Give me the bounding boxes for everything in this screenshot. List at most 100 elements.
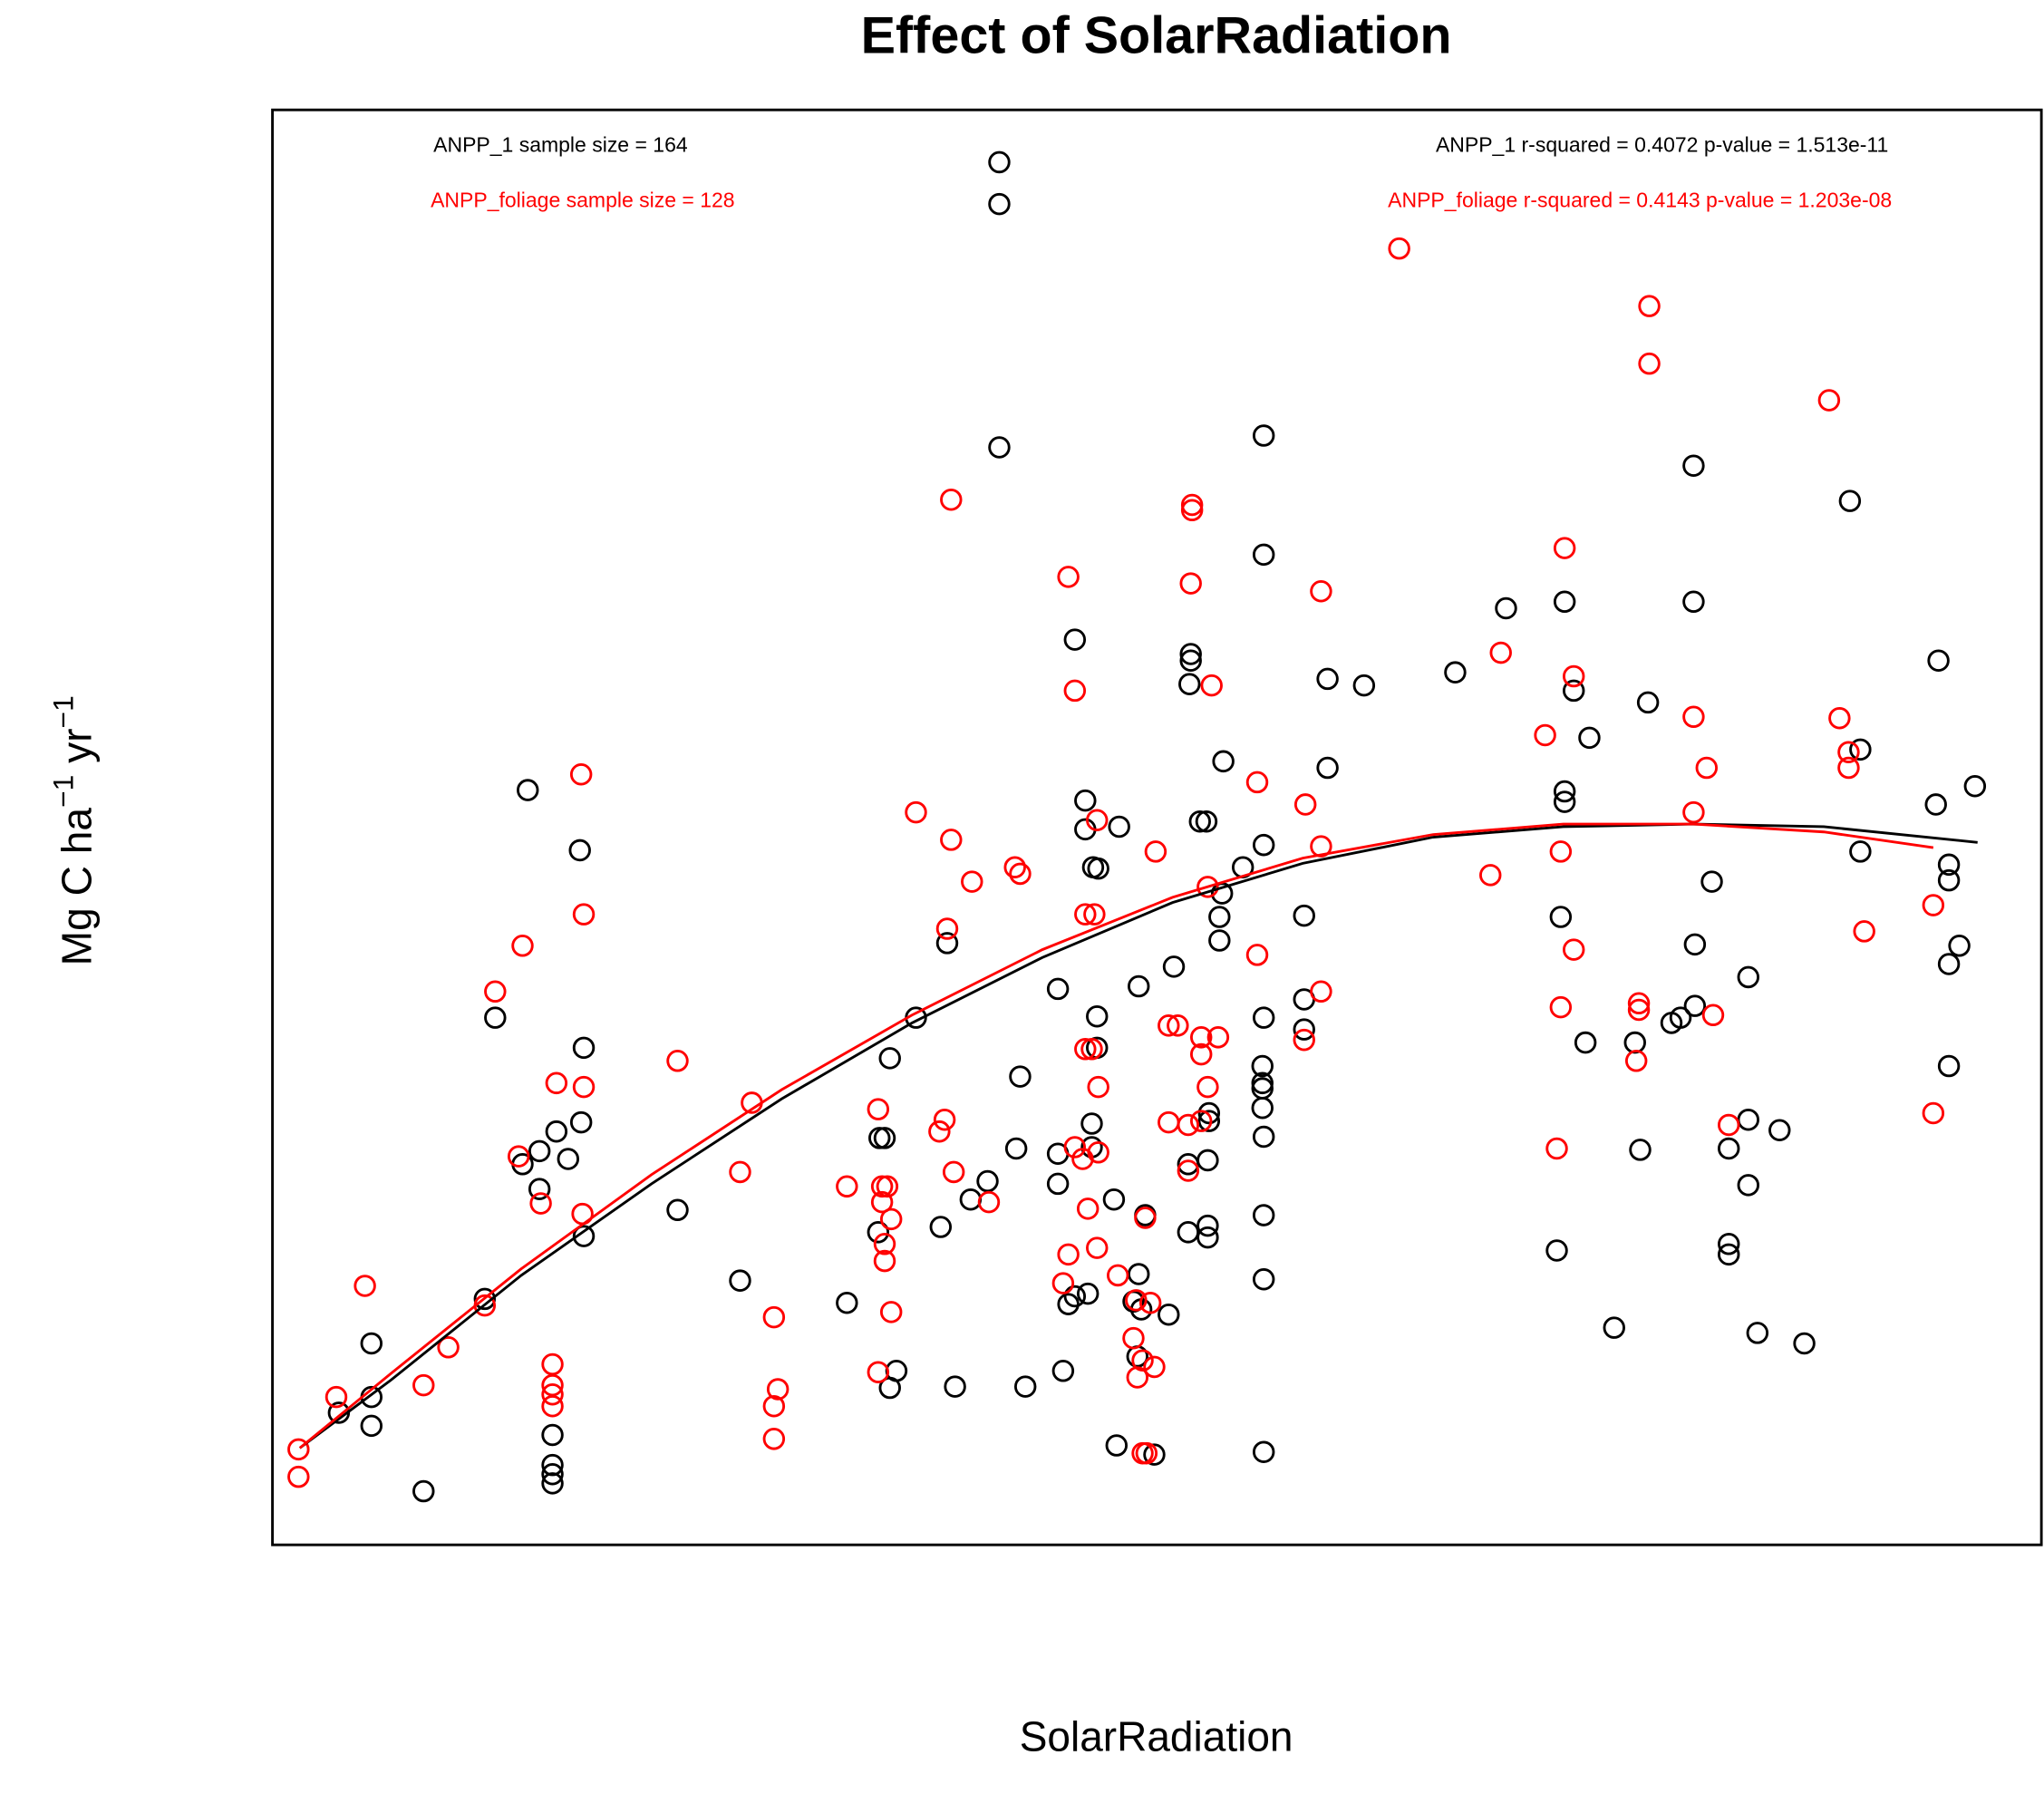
scatter-point	[1057, 1293, 1080, 1315]
scatter-point	[1128, 974, 1150, 998]
scatter-point	[988, 436, 1011, 459]
scatter-point	[867, 1098, 890, 1120]
x-axis-label: SolarRadiation	[1020, 1712, 1293, 1760]
scatter-point	[1189, 1110, 1213, 1132]
scatter-point	[1200, 674, 1223, 697]
scatter-point	[528, 1139, 551, 1163]
scatter-point	[1927, 649, 1950, 672]
scatter-point	[1143, 1443, 1166, 1466]
scatter-point	[1087, 1075, 1109, 1099]
scatter-point	[1495, 596, 1517, 620]
scatter-point	[1310, 579, 1332, 603]
scatter-point	[905, 800, 927, 824]
scatter-point	[666, 1050, 689, 1072]
scatter-point	[867, 1361, 890, 1383]
scatter-point	[1627, 992, 1651, 1015]
scatter-point	[1853, 920, 1875, 943]
scatter-point	[1682, 590, 1705, 614]
scatter-point	[507, 1145, 530, 1168]
scatter-point	[762, 1428, 786, 1450]
scatter-point	[1046, 1172, 1070, 1196]
scatter-point	[666, 1198, 689, 1222]
scatter-point	[1638, 352, 1661, 375]
scatter-point	[1189, 1026, 1213, 1049]
scatter-point	[1135, 1441, 1158, 1465]
scatter-point	[1076, 1197, 1099, 1220]
scatter-point	[1108, 815, 1130, 839]
scatter-point	[1252, 833, 1275, 857]
scatter-point	[1553, 537, 1576, 559]
scatter-point	[1683, 994, 1707, 1017]
scatter-point	[940, 488, 963, 511]
scatter-point	[1196, 1226, 1219, 1249]
scatter-point	[545, 1071, 568, 1095]
y-label-sup: −1	[47, 695, 80, 728]
scatter-point	[976, 1169, 999, 1193]
scatter-point	[873, 1233, 896, 1256]
scatter-point	[1063, 679, 1087, 703]
fit-line	[298, 822, 1934, 1449]
y-label-part: yr	[53, 728, 101, 774]
plot-frame	[271, 108, 2043, 1546]
scatter-point	[1683, 933, 1707, 956]
scatter-point	[1624, 1050, 1648, 1072]
scatter-point	[1316, 756, 1339, 780]
scatter-point	[1534, 723, 1556, 747]
scatter-point	[1179, 572, 1202, 595]
scatter-point	[928, 1120, 951, 1143]
annotation: ANPP_foliage r-squared = 0.4143 p-value …	[1388, 188, 1892, 211]
scatter-point	[1638, 295, 1661, 317]
scatter-point	[1489, 641, 1512, 664]
scatter-point	[836, 1291, 858, 1314]
annotation: ANPP_foliage sample size = 128	[431, 188, 735, 211]
scatter-point	[1063, 1285, 1087, 1308]
scatter-point	[1071, 1148, 1094, 1170]
scatter-point	[1922, 894, 1945, 916]
scatter-point	[1177, 1113, 1200, 1137]
scatter-point	[1937, 953, 1961, 975]
scatter-point	[1837, 741, 1860, 763]
scatter-point	[1793, 1332, 1816, 1355]
scatter-point	[1549, 840, 1573, 863]
scatter-point	[1087, 857, 1109, 880]
scatter-point	[484, 980, 507, 1003]
scatter-point	[1549, 995, 1573, 1019]
scatter-point	[762, 1394, 786, 1418]
y-label-sup: −1	[47, 775, 80, 808]
scatter-point	[1718, 1233, 1740, 1256]
scatter-point	[1768, 1119, 1791, 1142]
scatter-point	[360, 1414, 383, 1438]
scatter-point	[873, 1249, 896, 1273]
scatter-point	[1208, 906, 1231, 928]
scatter-point	[1388, 237, 1410, 260]
scatter-point	[473, 1287, 497, 1311]
scatter-point	[1126, 1366, 1149, 1389]
scatter-point	[1013, 1375, 1037, 1398]
scatter-point	[1196, 876, 1219, 898]
scatter-point	[1105, 1434, 1129, 1457]
scatter-point	[1076, 1282, 1099, 1305]
scatter-point	[1603, 1316, 1625, 1339]
annotation: ANPP_1 r-squared = 0.4072 p-value = 1.51…	[1436, 133, 1888, 157]
scatter-point	[944, 1375, 966, 1398]
scatter-point	[1922, 1101, 1945, 1125]
scatter-point	[873, 1127, 896, 1149]
scatter-point	[879, 1301, 903, 1323]
scatter-point	[1578, 726, 1601, 750]
scatter-point	[1179, 649, 1202, 672]
scatter-point	[1718, 1113, 1740, 1137]
scatter-point	[1051, 1360, 1075, 1382]
scatter-point	[557, 1148, 580, 1170]
scatter-point	[572, 1075, 596, 1099]
scatter-point	[517, 779, 539, 801]
scatter-point	[1549, 906, 1573, 928]
scatter-point	[541, 1382, 564, 1406]
scatter-point	[354, 1275, 376, 1297]
scatter-point	[1310, 835, 1332, 858]
scatter-point	[1107, 1264, 1129, 1287]
scatter-point	[572, 1225, 596, 1247]
scatter-point	[1553, 590, 1576, 614]
scatter-point	[1924, 793, 1947, 816]
scatter-point	[569, 1110, 593, 1134]
